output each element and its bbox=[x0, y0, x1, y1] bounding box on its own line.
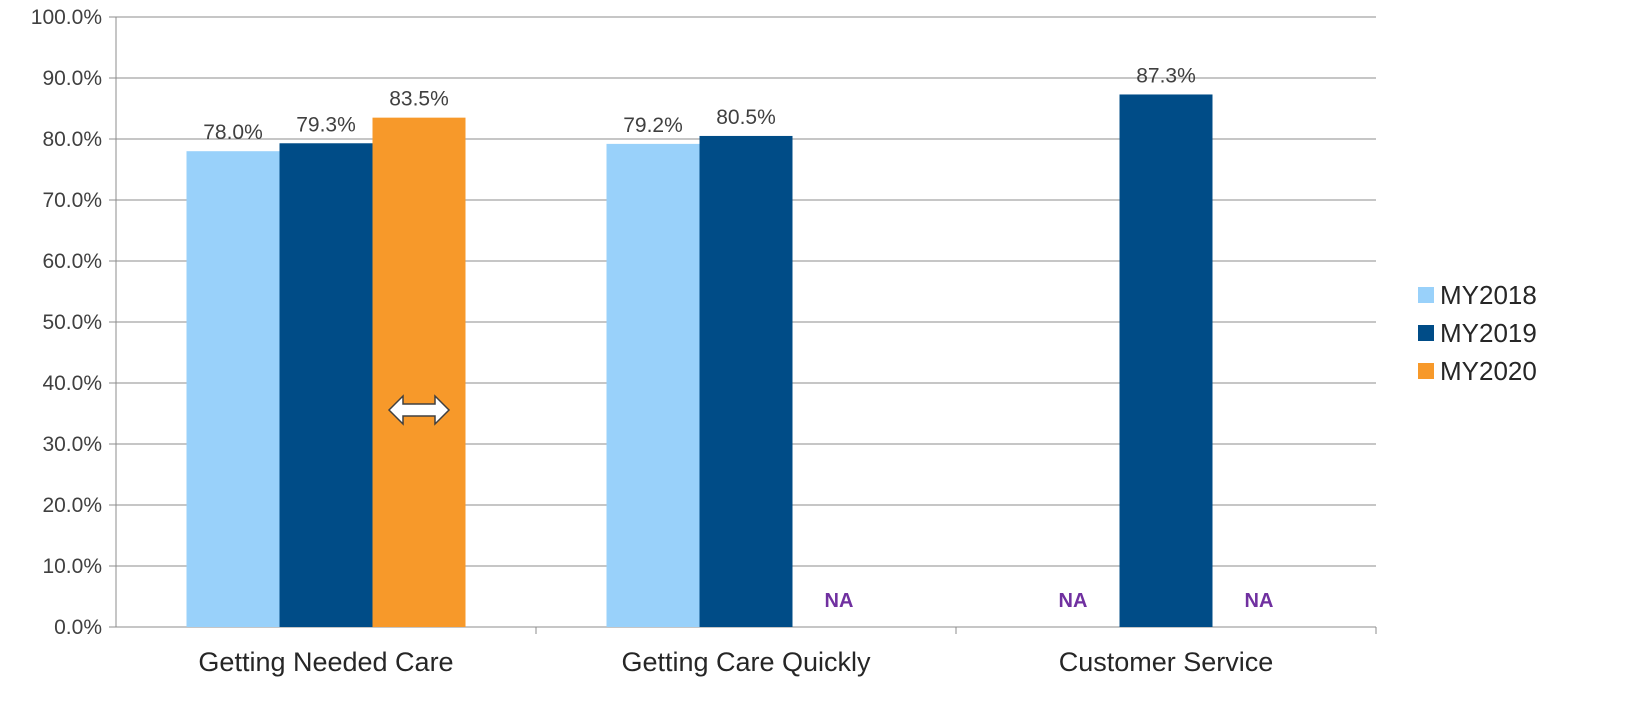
legend-label: MY2018 bbox=[1440, 280, 1537, 310]
bar bbox=[279, 143, 373, 627]
legend-swatch bbox=[1418, 287, 1434, 303]
y-tick-label: 30.0% bbox=[42, 433, 102, 456]
category-label: Getting Needed Care bbox=[198, 647, 453, 677]
y-tick-label: 80.0% bbox=[42, 128, 102, 151]
na-label: NA bbox=[825, 590, 854, 612]
y-tick-label: 90.0% bbox=[42, 67, 102, 90]
bar bbox=[1119, 94, 1213, 628]
bar bbox=[372, 117, 466, 628]
double-headed-arrow-icon bbox=[387, 394, 451, 426]
legend-swatch bbox=[1418, 363, 1434, 379]
data-label: 79.3% bbox=[296, 113, 356, 136]
y-tick-label: 10.0% bbox=[42, 555, 102, 578]
data-label: 78.0% bbox=[203, 121, 263, 144]
y-tick-label: 0.0% bbox=[54, 616, 102, 639]
y-tick-label: 60.0% bbox=[42, 250, 102, 273]
data-label: 87.3% bbox=[1136, 64, 1196, 87]
legend-label: MY2019 bbox=[1440, 318, 1537, 348]
data-label: 80.5% bbox=[716, 106, 776, 129]
data-label: 79.2% bbox=[623, 114, 683, 137]
category-label: Getting Care Quickly bbox=[621, 647, 871, 677]
y-tick-label: 50.0% bbox=[42, 311, 102, 334]
y-tick-label: 70.0% bbox=[42, 189, 102, 212]
bar bbox=[699, 135, 793, 627]
na-label: NA bbox=[1245, 590, 1274, 612]
data-label: 83.5% bbox=[389, 88, 449, 111]
y-tick-label: 100.0% bbox=[31, 6, 102, 29]
legend-swatch bbox=[1418, 325, 1434, 341]
category-label: Customer Service bbox=[1059, 647, 1274, 677]
y-tick-label: 20.0% bbox=[42, 494, 102, 517]
na-label: NA bbox=[1059, 590, 1088, 612]
bar bbox=[606, 143, 700, 627]
y-tick-label: 40.0% bbox=[42, 372, 102, 395]
bar bbox=[186, 151, 280, 627]
legend-label: MY2020 bbox=[1440, 356, 1537, 386]
